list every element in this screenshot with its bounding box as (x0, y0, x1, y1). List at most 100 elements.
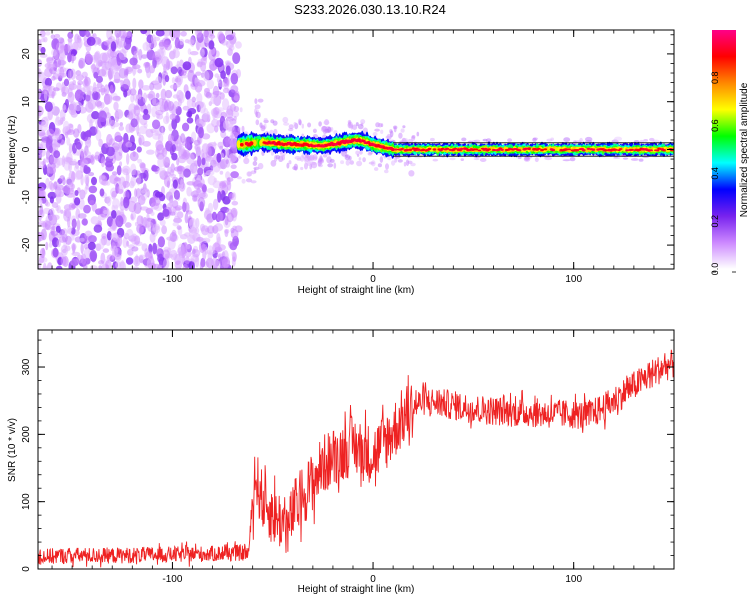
noise-cell (55, 41, 65, 54)
noise-cell (225, 147, 230, 157)
halo-cell (243, 157, 250, 165)
noise-cell (103, 210, 108, 215)
halo-cell (236, 176, 242, 180)
noise-cell (172, 222, 179, 227)
halo-cell (473, 139, 481, 143)
noise-cell (38, 159, 42, 170)
halo-cell (273, 128, 278, 135)
noise-cell (214, 223, 224, 232)
noise-cell (186, 111, 192, 118)
noise-cell (39, 30, 46, 38)
noise-cell (62, 120, 70, 132)
ridge-cell (551, 148, 556, 152)
noise-cell (163, 175, 171, 188)
noise-cell (38, 231, 42, 243)
noise-cell (91, 91, 99, 101)
noise-cell (225, 159, 229, 165)
noise-cell (177, 98, 182, 107)
noise-cell (206, 187, 215, 194)
halo-cell (312, 154, 318, 161)
noise-cell (59, 117, 64, 125)
noise-cell (58, 37, 65, 44)
halo-cell (403, 161, 407, 167)
noise-cell (60, 244, 68, 257)
halo-cell (309, 161, 317, 166)
noise-cell (150, 128, 156, 134)
noise-cell (111, 193, 116, 200)
snr-panel: -100 0 100 0 100 200 300 Height of straight li… (7, 329, 675, 595)
noise-cell (84, 174, 90, 185)
noise-cell (50, 230, 59, 237)
noise-cell (211, 211, 217, 221)
noise-cell (123, 196, 130, 209)
noise-cell (214, 57, 224, 68)
noise-cell (130, 196, 138, 203)
halo-cell (380, 129, 384, 134)
noise-cell (90, 154, 95, 165)
noise-cell (66, 137, 71, 146)
halo-cell (357, 123, 364, 130)
x-tick-label: 0 (370, 274, 376, 285)
colorbar-tick-label: 0.6 (710, 119, 720, 132)
ridge-cell (543, 148, 548, 151)
noise-cell (102, 248, 110, 253)
noise-cell (74, 101, 83, 112)
noise-cell (45, 201, 51, 207)
noise-cell (130, 93, 135, 103)
noise-cell (193, 165, 198, 178)
halo-cell (479, 158, 487, 162)
noise-cell (38, 220, 46, 226)
noise-cell (172, 49, 180, 59)
noise-cell (180, 133, 186, 144)
halo-cell (398, 132, 403, 139)
noise-cell (45, 214, 55, 225)
noise-cell (116, 165, 122, 176)
noise-cell (181, 70, 187, 76)
noise-cell (76, 254, 84, 264)
noise-cell (203, 70, 210, 82)
noise-cell (60, 209, 64, 214)
noise-cell (146, 93, 154, 99)
noise-cell (76, 71, 82, 78)
noise-cell (150, 34, 157, 44)
noise-cell (72, 158, 77, 164)
noise-cell (63, 204, 72, 211)
noise-cell (137, 158, 143, 164)
ridge-cell (630, 148, 634, 151)
halo-cell (327, 163, 334, 168)
noise-cell (235, 41, 242, 49)
noise-cell (128, 110, 133, 116)
noise-cell (163, 40, 170, 48)
halo-cell (387, 156, 392, 161)
ridge-cell (427, 147, 432, 150)
noise-cell (231, 251, 236, 258)
noise-cell (158, 170, 163, 177)
noise-cell (99, 238, 105, 250)
halo-cell (507, 138, 513, 143)
noise-cell (227, 47, 233, 57)
noise-cell (133, 50, 140, 56)
noise-cell (67, 216, 71, 228)
noise-cell (182, 105, 190, 111)
halo-cell (307, 122, 312, 128)
noise-cell (161, 56, 170, 68)
noise-cell (43, 90, 48, 101)
ridge-cell (459, 147, 464, 150)
noise-cell (191, 96, 196, 103)
noise-cell (169, 198, 174, 207)
noise-cell (67, 91, 75, 103)
ridge-cell (239, 142, 244, 147)
noise-cell (226, 77, 230, 87)
noise-cell (79, 156, 86, 168)
noise-cell (164, 89, 173, 99)
ridge-cell (581, 149, 586, 152)
noise-cell (134, 221, 139, 227)
halo-cell (385, 163, 389, 170)
noise-cell (146, 149, 155, 155)
noise-cell (205, 155, 214, 162)
noise-cell (199, 101, 206, 114)
noise-cell (207, 175, 216, 186)
noise-cell (98, 265, 102, 269)
ridge-cell (440, 147, 445, 150)
